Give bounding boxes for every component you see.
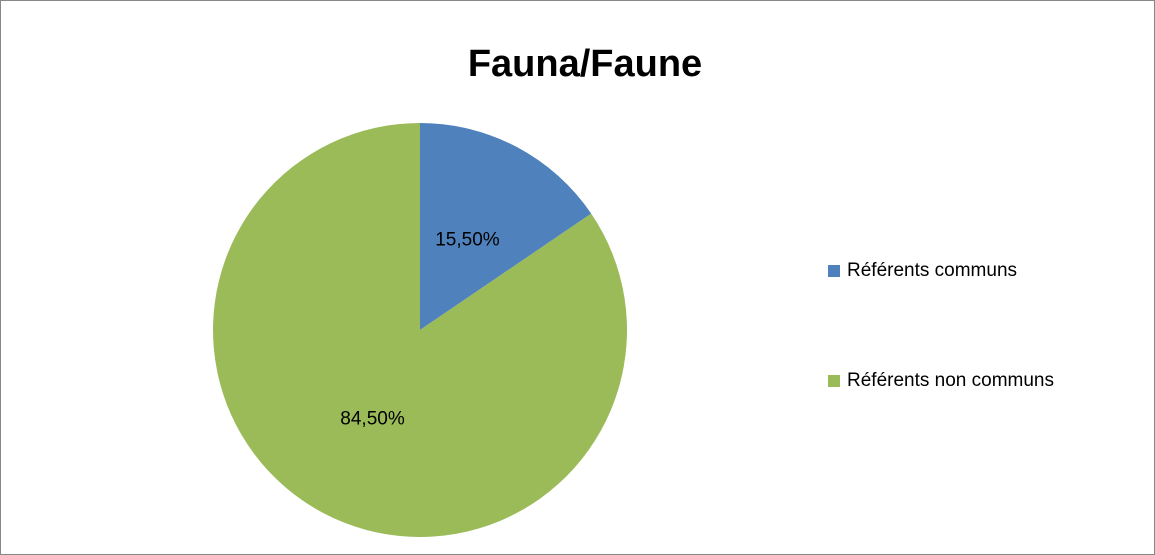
legend-label: Référents communs xyxy=(847,260,1017,281)
pie-slice xyxy=(420,123,592,330)
chart-title: Fauna/Faune xyxy=(468,43,702,85)
data-label: 84,50% xyxy=(340,409,405,430)
legend-swatch xyxy=(828,375,840,387)
legend-label: Référents non communs xyxy=(847,370,1054,391)
pie-slice xyxy=(212,123,628,537)
data-label: 15,50% xyxy=(435,229,500,250)
legend-swatch xyxy=(828,265,840,277)
